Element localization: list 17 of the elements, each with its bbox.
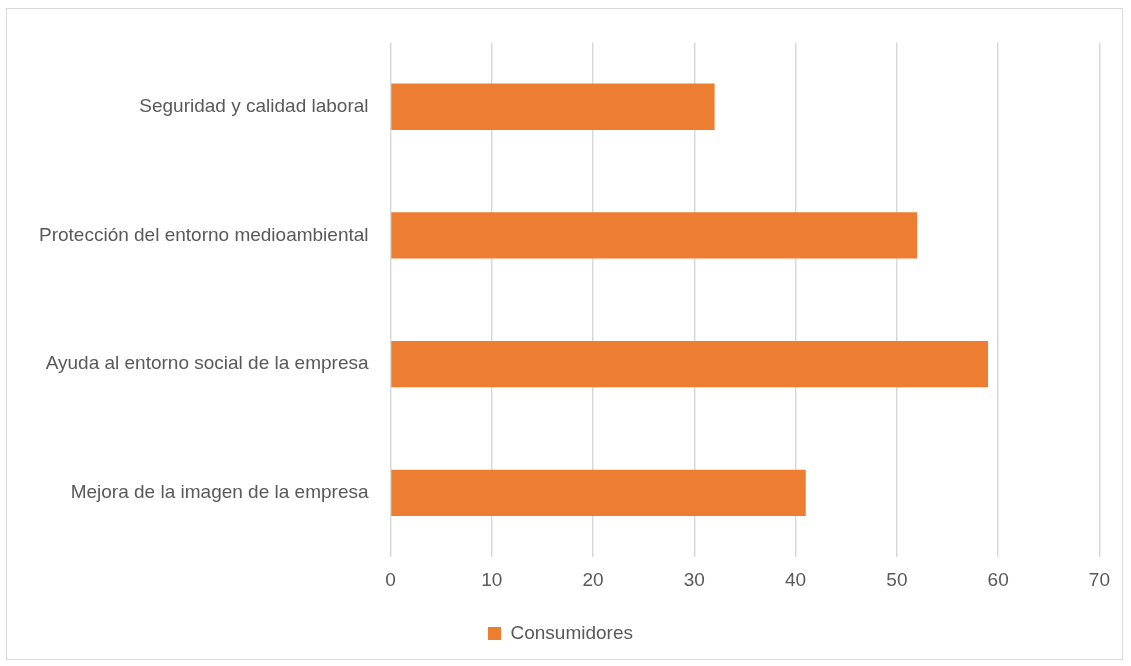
y-tick-label: Seguridad y calidad laboral: [139, 94, 369, 116]
bar: [391, 212, 918, 259]
x-tick-label: 0: [385, 568, 396, 590]
x-tick-label: 40: [785, 568, 807, 590]
bar: [391, 469, 806, 517]
x-tick-label: 30: [683, 568, 705, 590]
y-tick-label: Mejora de la imagen de la empresa: [70, 481, 369, 503]
x-tick-label: 60: [987, 568, 1009, 590]
y-tick-label: Ayuda al entorno social de la empresa: [45, 352, 369, 374]
x-tick-label: 70: [1088, 568, 1110, 590]
legend-label: Consumidores: [510, 621, 633, 643]
bar: [391, 83, 715, 130]
x-tick-label: 20: [582, 568, 604, 590]
x-tick-label: 50: [886, 568, 908, 590]
bar: [391, 340, 989, 388]
y-tick-label: Protección del entorno medioambiental: [39, 223, 369, 245]
x-tick-label: 10: [481, 568, 503, 590]
